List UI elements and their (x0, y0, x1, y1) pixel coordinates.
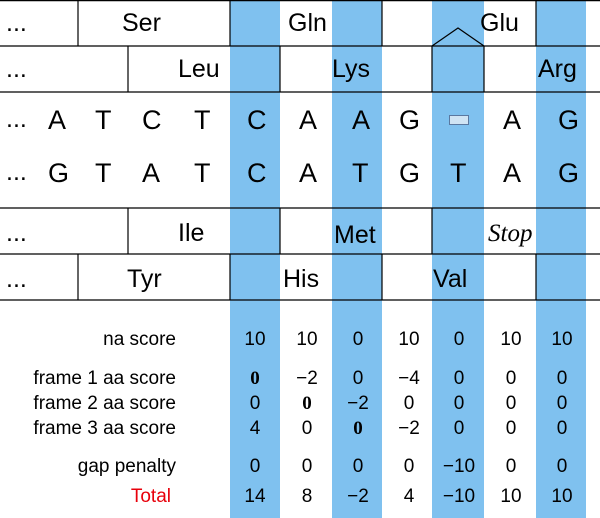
seq2-base-4: T (194, 158, 211, 188)
score-na-score-2: 10 (296, 329, 318, 350)
seq1-base-10: A (503, 105, 522, 135)
seq1-base-8: G (399, 105, 421, 135)
score-gap-penalty-1: 0 (249, 456, 261, 477)
score-total-3: −2 (347, 486, 369, 507)
score-frame1-6: 0 (505, 368, 517, 389)
label-frame2-score: frame 2 aa score (33, 393, 176, 414)
score-na-score-3: 0 (352, 329, 364, 350)
score-frame3-5: 0 (453, 418, 465, 439)
frame-bottom1-codon-2: Met (334, 221, 376, 249)
frame-top1-codon-2: Gln (288, 9, 327, 37)
score-frame1-5: 0 (453, 368, 465, 389)
seq1-base-2: T (95, 105, 112, 135)
score-frame2-6: 0 (505, 393, 517, 414)
score-total-6: 10 (500, 486, 522, 507)
label-frame1-score: frame 1 aa score (33, 368, 176, 389)
frame-top1-codon-1: Ser (122, 9, 161, 37)
score-frame2-2: 0 (302, 393, 312, 414)
seq2-base-3: A (142, 158, 161, 188)
seq2-base-8: G (399, 158, 421, 188)
seq1-base-7: A (352, 105, 371, 135)
score-gap-penalty-4: 0 (403, 456, 415, 477)
score-frame1-7: 0 (556, 368, 568, 389)
highlight-column-7 (332, 0, 382, 518)
score-frame2-1: 0 (249, 393, 261, 414)
seq2-ellipsis: ... (6, 158, 27, 186)
score-frame1-3: 0 (352, 368, 364, 389)
score-gap-penalty-2: 0 (301, 456, 313, 477)
frame-top2-ellipsis: ... (6, 55, 27, 83)
seq2-base-10: A (503, 158, 522, 188)
score-na-score-4: 10 (398, 329, 420, 350)
score-gap-penalty-6: 0 (505, 456, 517, 477)
score-frame2-7: 0 (556, 393, 568, 414)
score-frame3-6: 0 (505, 418, 517, 439)
frame-bottom1-codon-1: Ile (178, 219, 205, 247)
seq1-base-1: A (48, 105, 67, 135)
score-frame2-5: 0 (453, 393, 465, 414)
score-frame2-3: −2 (347, 393, 369, 414)
score-total-7: 10 (551, 486, 573, 507)
score-frame1-2: −2 (296, 368, 318, 389)
seq1-ellipsis: ... (6, 105, 27, 133)
frame-top2-codon-1: Leu (178, 55, 220, 83)
seq1-base-6: A (299, 105, 318, 135)
frame-bottom1-ellipsis: ... (6, 219, 27, 247)
score-frame2-4: 0 (403, 393, 415, 414)
score-frame1-4: −4 (398, 368, 420, 389)
score-total-1: 14 (244, 486, 266, 507)
score-total-2: 8 (301, 486, 313, 507)
score-gap-penalty-7: 0 (556, 456, 568, 477)
seq1-base-5: C (247, 105, 267, 135)
score-na-score-7: 10 (551, 329, 573, 350)
seq1-base-11: G (558, 105, 580, 135)
frame-bottom2-codon-2: His (283, 265, 320, 293)
score-frame1-1: 0 (250, 368, 260, 389)
score-total-4: 4 (403, 486, 415, 507)
score-gap-penalty-5: −10 (442, 456, 476, 477)
seq2-base-2: T (95, 158, 112, 188)
score-gap-penalty-3: 0 (352, 456, 364, 477)
score-na-score-6: 10 (500, 329, 522, 350)
gap-icon (449, 115, 469, 125)
label-total: Total (130, 486, 171, 507)
score-na-score-1: 10 (244, 329, 266, 350)
label-na-score: na score (103, 329, 176, 350)
frame-bottom1-codon-3: Stop (488, 220, 533, 247)
score-frame3-1: 4 (249, 418, 261, 439)
frame-top2-codon-3: Arg (538, 55, 577, 83)
frame-top2-codon-2: Lys (332, 55, 370, 83)
seq1-base-3: C (142, 105, 162, 135)
seq2-base-5: C (247, 158, 267, 188)
frame-top1-codon-3: Glu (480, 9, 519, 37)
highlight-column-5 (230, 0, 280, 518)
label-frame3-score: frame 3 aa score (33, 418, 176, 439)
frame-bottom2-ellipsis: ... (6, 265, 27, 293)
frame-bottom2-codon-3: Val (433, 265, 468, 293)
seq2-base-6: A (299, 158, 318, 188)
highlight-column-9 (432, 0, 484, 518)
score-frame3-7: 0 (556, 418, 568, 439)
score-na-score-5: 0 (453, 329, 465, 350)
seq2-base-7: T (352, 158, 369, 188)
score-frame3-2: 0 (301, 418, 313, 439)
score-frame3-3: 0 (353, 418, 363, 439)
frame-top1-ellipsis: ... (6, 9, 27, 37)
score-frame3-4: −2 (398, 418, 420, 439)
score-total-5: −10 (442, 486, 476, 507)
seq2-base-9: T (450, 158, 467, 188)
seq2-base-11: G (558, 158, 580, 188)
highlight-column-11 (536, 0, 586, 518)
seq1-base-4: T (194, 105, 211, 135)
seq2-base-1: G (48, 158, 70, 188)
frame-bottom2-codon-1: Tyr (127, 265, 162, 293)
label-gap-penalty: gap penalty (77, 456, 176, 477)
gap-chevron (431, 27, 485, 47)
